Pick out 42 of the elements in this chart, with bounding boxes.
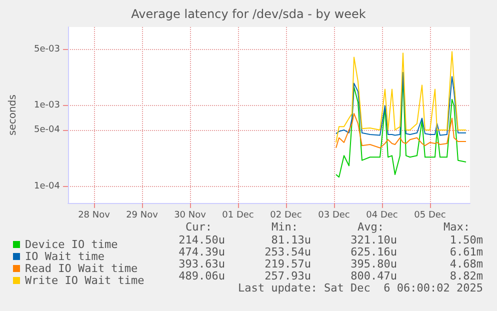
legend-label: IO Wait time [25, 250, 104, 263]
x-tick-label: 30 Nov [174, 210, 207, 220]
y-tick-label: 5e-03 [34, 44, 60, 54]
x-tick-label: 05 Dec [414, 210, 446, 220]
text: Cur: [186, 220, 212, 234]
x-tick-label: 01 Dec [222, 210, 254, 220]
text: 625.16u [350, 246, 397, 258]
x-tick-label: 28 Nov [78, 210, 111, 220]
x-tick-label: 04 Dec [366, 210, 398, 220]
text: 81.13u [271, 234, 311, 246]
text: 321.10u [350, 234, 397, 246]
text: 489.06u [178, 270, 225, 282]
y-tick-label: 1e-04 [34, 181, 60, 192]
text: 4.68m [450, 258, 484, 270]
text: 474.39u [178, 246, 225, 258]
text: Avg: [358, 220, 384, 234]
text: 214.50u [178, 234, 225, 246]
text: 6.61m [450, 246, 484, 258]
text: 253.54u [264, 246, 311, 258]
text: Min: [272, 220, 298, 234]
text: 395.80u [350, 258, 397, 270]
text: 800.47u [350, 270, 397, 282]
text: 8.82m [450, 270, 484, 282]
legend-label: Write IO Wait time [25, 274, 144, 287]
x-tick-label: 02 Dec [270, 210, 302, 220]
x-tick-label: 03 Dec [318, 210, 350, 220]
y-axis-title: seconds [8, 94, 18, 136]
legend-label: Device IO time [25, 238, 118, 251]
text: 393.63u [178, 258, 225, 270]
line-series [336, 51, 466, 143]
line-series [336, 113, 466, 148]
text: Last update: Sat Dec 6 06:00:02 2025 [238, 282, 483, 294]
y-tick-label: 1e-03 [34, 100, 60, 111]
legend-label: Read IO Wait time [25, 262, 138, 275]
text: 219.57u [264, 258, 311, 270]
chart-title: Average latency for /dev/sda - by week [131, 7, 366, 21]
text: 257.93u [264, 270, 311, 282]
line-series [336, 72, 466, 136]
text: 1.50m [450, 234, 484, 246]
x-tick-label: 29 Nov [126, 210, 159, 220]
y-tick-label: 5e-04 [34, 124, 60, 135]
text: Max: [444, 220, 470, 234]
